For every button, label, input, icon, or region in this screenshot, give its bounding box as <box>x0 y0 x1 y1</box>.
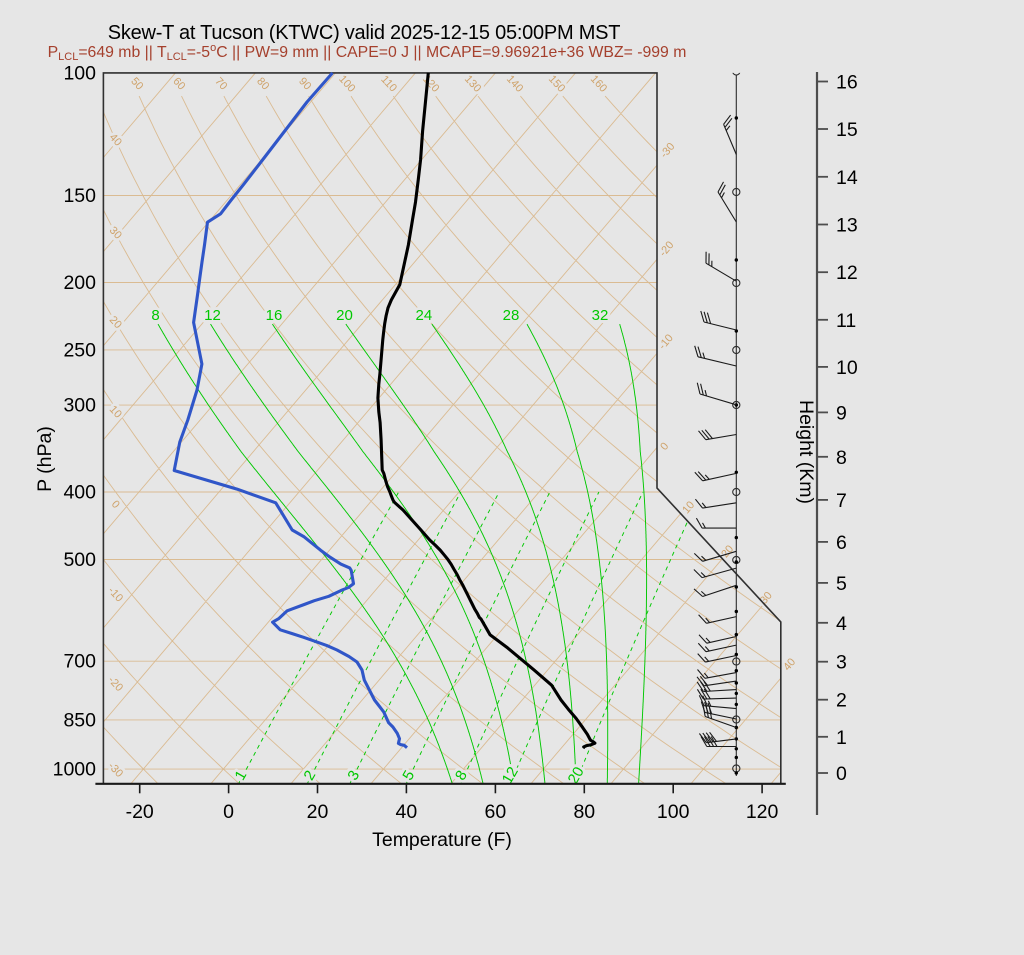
svg-text:700: 700 <box>63 651 96 673</box>
svg-text:16: 16 <box>836 72 858 94</box>
svg-text:200: 200 <box>63 272 96 294</box>
svg-text:24: 24 <box>416 307 433 324</box>
svg-text:400: 400 <box>63 482 96 504</box>
svg-text:28: 28 <box>503 307 520 324</box>
svg-text:0: 0 <box>836 763 847 785</box>
svg-text:10: 10 <box>836 357 858 379</box>
svg-text:13: 13 <box>836 215 858 237</box>
svg-text:100: 100 <box>657 801 690 823</box>
svg-text:4: 4 <box>836 613 847 635</box>
svg-text:500: 500 <box>63 549 96 571</box>
svg-text:20: 20 <box>336 307 353 324</box>
svg-text:Temperature (F): Temperature (F) <box>372 829 512 851</box>
svg-text:11: 11 <box>836 310 856 332</box>
svg-text:32: 32 <box>592 307 609 324</box>
svg-text:2: 2 <box>836 690 847 712</box>
svg-text:80: 80 <box>573 801 595 823</box>
svg-text:3: 3 <box>836 652 847 674</box>
svg-text:6: 6 <box>836 532 847 554</box>
svg-text:7: 7 <box>836 490 847 512</box>
svg-text:150: 150 <box>63 185 96 207</box>
svg-text:5: 5 <box>836 573 847 595</box>
svg-text:16: 16 <box>266 307 283 324</box>
svg-text:15: 15 <box>836 119 858 141</box>
svg-text:9: 9 <box>836 402 847 424</box>
svg-text:60: 60 <box>485 801 507 823</box>
svg-text:-20: -20 <box>126 801 154 823</box>
svg-text:8: 8 <box>151 307 159 324</box>
svg-text:Height (Km): Height (Km) <box>795 400 817 504</box>
svg-text:300: 300 <box>63 395 96 417</box>
svg-text:P (hPa): P (hPa) <box>34 426 56 492</box>
svg-text:1: 1 <box>836 727 847 749</box>
svg-text:PLCL=649 mb || TLCL=-5oC || PW: PLCL=649 mb || TLCL=-5oC || PW=9 mm || C… <box>48 42 687 63</box>
svg-text:8: 8 <box>836 447 847 469</box>
svg-text:20: 20 <box>307 801 329 823</box>
svg-text:40: 40 <box>396 801 418 823</box>
svg-text:Skew-T at Tucson (KTWC) valid: Skew-T at Tucson (KTWC) valid 2025-12-15… <box>108 22 620 44</box>
svg-text:250: 250 <box>63 339 96 361</box>
svg-text:12: 12 <box>836 262 858 284</box>
svg-text:14: 14 <box>836 167 858 189</box>
svg-text:120: 120 <box>746 801 779 823</box>
svg-text:1000: 1000 <box>53 759 97 781</box>
svg-text:850: 850 <box>63 709 96 731</box>
svg-text:0: 0 <box>223 801 234 823</box>
svg-text:100: 100 <box>63 62 96 84</box>
svg-text:12: 12 <box>204 307 221 324</box>
